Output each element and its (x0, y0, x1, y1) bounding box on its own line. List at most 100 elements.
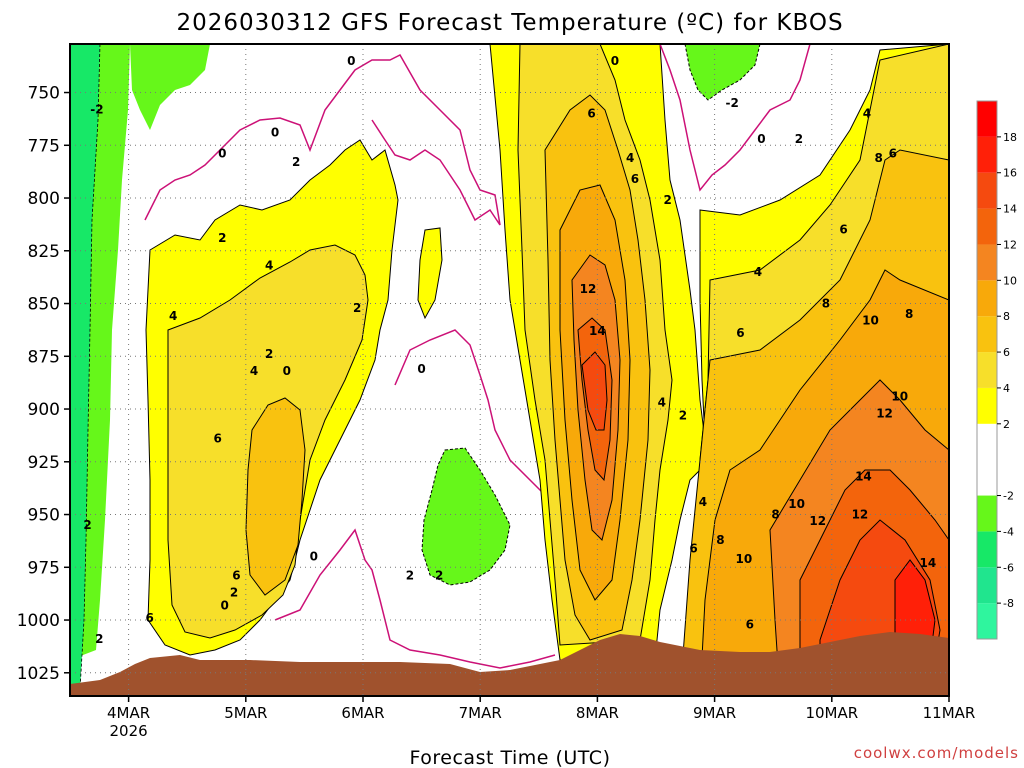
colorbar-bin (977, 280, 997, 317)
contour-label: 6 (587, 107, 595, 121)
contour-label: 12 (852, 508, 869, 522)
contour-label: 6 (736, 326, 744, 340)
warm-patch-small (417, 227, 443, 320)
colorbar-bin (977, 352, 997, 388)
gridlines (70, 44, 949, 696)
colorbar-bin (977, 244, 997, 281)
contour-label: 4 (626, 151, 634, 165)
colorbar-tick-label: 4 (1003, 382, 1010, 395)
warm-region-14c (581, 351, 608, 431)
contour-label: 2 (292, 155, 300, 169)
x-tick-label: 4MAR (107, 704, 150, 722)
colorbar-bin (977, 208, 997, 245)
contour-label: 6 (889, 147, 897, 161)
contour-label: 0 (221, 598, 229, 612)
contour-label: 2 (795, 132, 803, 146)
contour-label: 4 (863, 107, 871, 121)
zero-contour-early (144, 54, 501, 226)
contour-label: 10 (891, 389, 908, 403)
contour-label: 0 (611, 54, 619, 68)
contour-label: 4 (754, 265, 762, 279)
contour-label: 0 (310, 550, 318, 564)
contour-label: 10 (788, 497, 805, 511)
colorbar-frame (976, 100, 998, 640)
contour-label: 2 (435, 569, 443, 583)
contour-label: 2 (406, 569, 414, 583)
colorbar-bin (977, 172, 997, 209)
contour-label: 0 (757, 132, 765, 146)
zero-contour-lower (274, 528, 556, 669)
y-tick-label: 850 (28, 295, 60, 315)
contour-label: 8 (905, 307, 913, 321)
cold-pool-minus2 (421, 447, 511, 586)
x-tick-label: 8MAR (576, 704, 619, 722)
contour-label: 6 (631, 172, 639, 186)
contour-label: 10 (862, 313, 879, 327)
contour-label: 8 (822, 297, 830, 311)
colorbar-bin (977, 101, 997, 137)
colorbar-tick-label: -8 (1003, 597, 1014, 610)
colorbar: 18 16 14 12 10 8 6 4 2 -2 -4 -6 -8 (976, 100, 1017, 640)
contour-label: 10 (736, 552, 753, 566)
cold-patch-upper-right (684, 44, 761, 101)
contour-label: 8 (716, 533, 724, 547)
contour-label: 4 (658, 396, 666, 410)
contour-label: 2 (230, 586, 238, 600)
contour-label: 12 (876, 406, 893, 420)
colorbar-tick-label: 8 (1003, 310, 1010, 323)
contour-label: 2 (265, 347, 273, 361)
colorbar-tick-label: -2 (1003, 490, 1014, 503)
contour-label: 12 (580, 282, 597, 296)
cold-patch-top-left (130, 44, 210, 130)
x-tick-label: 5MAR (224, 704, 267, 722)
contour-label: 6 (689, 541, 697, 555)
contour-label: 6 (146, 611, 154, 625)
contour-label: 14 (920, 556, 937, 570)
contour-label: 6 (839, 223, 847, 237)
x-tick-label: 9MAR (693, 704, 736, 722)
colorbar-tick-label: 2 (1003, 418, 1010, 431)
colorbar-tick-label: 18 (1003, 131, 1017, 144)
x-tick-label: 10MAR (805, 704, 858, 722)
contour-label: 2 (218, 231, 226, 245)
y-tick-label: 750 (28, 84, 60, 104)
y-tick-label: 775 (28, 136, 60, 156)
colorbar-tick-label: 16 (1003, 167, 1017, 180)
colorbar-bin (977, 316, 997, 353)
contour-label: 2 (95, 632, 103, 646)
x-tick-label: 11MAR (923, 704, 976, 722)
credit-link[interactable]: coolwx.com/models (854, 744, 1019, 762)
y-tick-label: 950 (28, 506, 60, 526)
colorbar-bin (977, 567, 997, 604)
contour-label: 6 (213, 432, 221, 446)
y-tick-label: 1000 (17, 611, 60, 631)
contour-label: 0 (283, 364, 291, 378)
contour-label: 2 (83, 518, 91, 532)
y-tick-label: 975 (28, 558, 60, 578)
y-tick-label: 800 (28, 189, 60, 209)
y-axis: 750 775 800 825 850 875 900 925 950 975 1000 1025 (17, 84, 70, 684)
contour-label: 6 (746, 617, 754, 631)
x-tick-label: 7MAR (459, 704, 502, 722)
colorbar-bin (977, 495, 997, 532)
contour-label: 8 (875, 151, 883, 165)
colorbar-bin (977, 603, 997, 639)
colorbar-tick-label: -4 (1003, 525, 1014, 538)
contour-label: 0 (218, 147, 226, 161)
contour-label: 0 (417, 362, 425, 376)
y-tick-label: 900 (28, 400, 60, 420)
contour-label: 12 (809, 514, 826, 528)
chart-title: 2026030312 GFS Forecast Temperature (ºC)… (176, 10, 843, 36)
plot-frame (69, 43, 950, 697)
contour-label: 6 (232, 569, 240, 583)
colorbar-bin (977, 136, 997, 173)
contour-label: 4 (169, 309, 177, 323)
contour-label: 14 (589, 324, 606, 338)
contour-label: 2 (679, 408, 687, 422)
contour-label: 0 (347, 54, 355, 68)
contour-label: 4 (265, 259, 273, 273)
x-axis-label: Forecast Time (UTC) (410, 747, 611, 768)
colorbar-bin (977, 531, 997, 568)
